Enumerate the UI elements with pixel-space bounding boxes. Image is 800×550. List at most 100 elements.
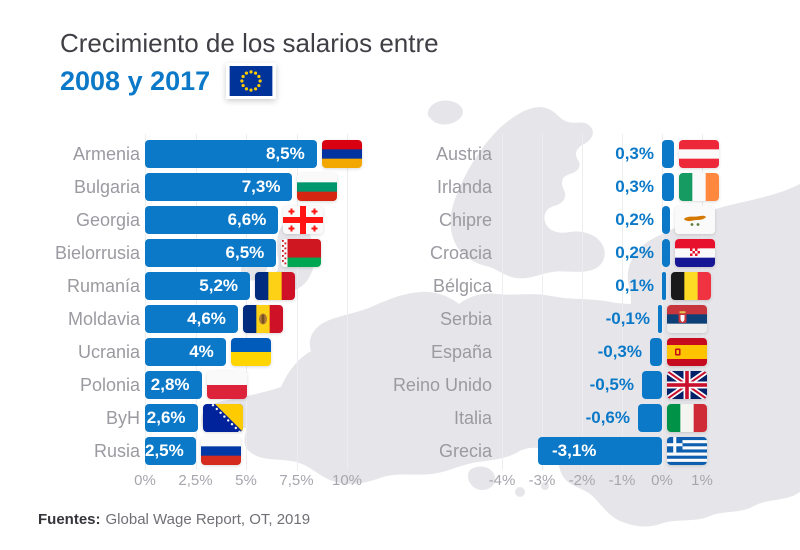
value-label-grecia: -3,1% [552, 441, 597, 460]
value-label-austria: 0,3% [615, 144, 654, 163]
value-label-polonia: 2,8% [150, 375, 190, 394]
country-label-espa-a: España [430, 342, 492, 362]
value-label-serbia: -0,1% [605, 309, 650, 328]
belgium-flag-icon [671, 272, 711, 300]
ukraine-flag-icon [230, 338, 271, 366]
country-label-b-lgica: Bélgica [432, 276, 492, 296]
gridline--4% [502, 134, 503, 470]
page-title: Crecimiento de los salarios entre [60, 28, 439, 58]
serbia-flag-icon [667, 305, 707, 333]
bar-grecia [538, 437, 662, 465]
bar-armenia [145, 140, 317, 168]
austria-flag-icon [679, 140, 719, 168]
axis-tick-label: 0% [651, 472, 673, 489]
value-label-chipre: 0,2% [615, 210, 654, 229]
bar-moldavia [145, 305, 238, 333]
uk-flag-icon [667, 371, 707, 399]
spain-flag-icon [667, 338, 707, 366]
gridline-1% [702, 134, 703, 470]
map-island-1 [515, 487, 525, 497]
country-label-moldavia: Moldavia [67, 309, 140, 329]
value-label-irlanda: 0,3% [615, 177, 654, 196]
bar-ruman-a [145, 272, 251, 300]
bar-serbia [658, 305, 662, 333]
value-label-byh: 2,6% [146, 408, 186, 427]
country-label-ucrania: Ucrania [77, 342, 140, 362]
greece-flag-icon [667, 437, 707, 465]
gridline--2% [582, 134, 583, 470]
axis-tick-label: -2% [568, 472, 596, 489]
value-label-armenia: 8,5% [265, 144, 305, 163]
country-label-italia: Italia [453, 408, 492, 428]
page-subtitle-row: 2008 y 2017 [60, 63, 277, 99]
country-label-armenia: Armenia [72, 144, 140, 164]
country-label-reino-unido: Reino Unido [392, 375, 492, 395]
value-label-reino-unido: -0,5% [589, 375, 634, 394]
gridline-5% [246, 134, 247, 470]
bar-georgia [145, 206, 279, 234]
bar-italia [638, 404, 662, 432]
map-scandinavia [450, 107, 605, 279]
gridline--3% [542, 134, 543, 470]
bar-b-lgica [662, 272, 666, 300]
bar-reino-unido [642, 371, 662, 399]
country-label-byh: ByH [105, 408, 140, 428]
country-label-irlanda: Irlanda [436, 177, 492, 197]
poland-flag-icon [206, 371, 247, 399]
country-label-bulgaria: Bulgaria [73, 177, 140, 197]
russia-flag-icon [200, 437, 241, 465]
bar-espa-a [650, 338, 662, 366]
value-label-b-lgica: 0,1% [615, 276, 654, 295]
axis-tick-label: 10% [331, 472, 363, 489]
axis-tick-label: 1% [691, 472, 713, 489]
bar-irlanda [662, 173, 674, 201]
country-label-austria: Austria [435, 144, 492, 164]
georgia-flag-icon [283, 206, 324, 234]
country-label-serbia: Serbia [439, 309, 492, 329]
axis-tick-label: 0% [134, 472, 156, 489]
gridline-0% [662, 134, 663, 470]
value-label-bielorrusia: 6,5% [225, 243, 265, 262]
value-label-ucrania: 4% [189, 342, 214, 361]
axis-tick-label: 2,5% [178, 472, 213, 489]
source-text: Global Wage Report, OT, 2019 [105, 511, 311, 528]
map-iceland [427, 100, 463, 125]
country-label-grecia: Grecia [438, 441, 492, 461]
source-note: Fuentes: Global Wage Report, OT, 2019 [38, 511, 310, 528]
country-label-ruman-a: Rumanía [66, 276, 140, 296]
gridline--1% [622, 134, 623, 470]
bar-bielorrusia [145, 239, 277, 267]
axis-tick-label: -4% [488, 472, 516, 489]
axis-tick-label: 5% [235, 472, 257, 489]
bar-bulgaria [145, 173, 293, 201]
armenia-flag-icon [321, 140, 362, 168]
eu-flag-icon [226, 63, 277, 99]
value-label-rusia: 2,5% [145, 441, 184, 460]
value-label-bulgaria: 7,3% [241, 177, 281, 196]
value-label-georgia: 6,6% [227, 210, 267, 229]
value-label-ruman-a: 5,2% [199, 276, 239, 295]
bar-ucrania [145, 338, 226, 366]
map-island-2 [541, 482, 549, 490]
country-label-rusia: Rusia [93, 441, 140, 461]
map-balkan-island [467, 466, 496, 490]
bar-austria [662, 140, 674, 168]
moldova-flag-icon [242, 305, 283, 333]
croatia-flag-icon [675, 239, 715, 267]
gridline-7,5% [296, 134, 298, 470]
belarus-flag-icon [281, 239, 322, 267]
bosnia-flag-icon [202, 404, 243, 432]
bulgaria-flag-icon [297, 173, 338, 201]
ireland-flag-icon [679, 173, 719, 201]
country-label-croacia: Croacia [429, 243, 492, 263]
axis-tick-label: 7,5% [279, 472, 314, 489]
romania-flag-icon [255, 272, 296, 300]
bar-polonia [145, 371, 202, 399]
value-label-croacia: 0,2% [615, 243, 654, 262]
value-label-moldavia: 4,6% [187, 309, 226, 328]
gridline-2,5% [195, 134, 197, 470]
gridline-10% [347, 134, 348, 470]
